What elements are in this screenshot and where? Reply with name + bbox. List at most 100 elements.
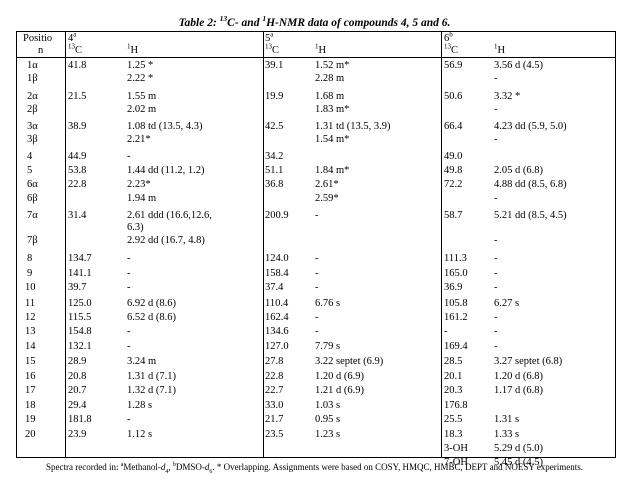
h1-shift-4: 1.28 s [127,400,153,411]
h1-label-4: 1H [127,42,139,56]
h1-shift-5: 0.95 s [315,414,341,425]
h1-shift-4: 2.22 * [127,73,154,84]
h1-shift-6: - [494,312,498,323]
compound-5-header: 5a [265,30,274,44]
position-cell: 5 [27,165,33,176]
h1-shift-5: 1.52 m* [315,60,350,71]
h1-shift-6: - [494,193,498,204]
c13-shift-5: 162.4 [265,312,289,323]
c13-shift-4: 22.8 [68,179,87,190]
title-prefix: Table 2: [178,16,220,29]
h1-shift-6: 5.29 d (5.0) [494,443,543,454]
hydroxyl-label: 3-OH [444,443,468,454]
c13-shift-6: 36.9 [444,282,463,293]
c13-shift-4: 20.8 [68,371,87,382]
c13-shift-5: 39.1 [265,60,284,71]
position-cell: 1β [27,73,38,84]
c13-shift-5: 22.8 [265,371,284,382]
h1-shift-4: 1.55 m [127,91,157,102]
h1-shift-4: 1.12 s [127,429,153,440]
c13-shift-6: 58.7 [444,210,463,221]
c13-shift-5: 51.1 [265,165,284,176]
c13-shift-6: 66.4 [444,121,463,132]
h1-shift-4: 2.61 ddd (16.6,12.6, [127,210,212,221]
h1-shift-6: 5.21 dd (8.5, 4.5) [494,210,567,221]
c13-shift-5: 21.7 [265,414,284,425]
column-divider [263,32,264,457]
h1-shift-4: 1.44 dd (11.2, 1.2) [127,165,205,176]
title-c-sup: 13 [219,14,228,23]
position-cell: 10 [25,282,36,293]
c13-shift-6: 18.3 [444,429,463,440]
position-cell: 15 [25,356,36,367]
h1-shift-6: - [494,282,498,293]
c13-shift-4: 53.8 [68,165,87,176]
c13-shift-5: 42.5 [265,121,284,132]
c13-shift-6: 25.5 [444,414,463,425]
c13-shift-4: 28.9 [68,356,87,367]
h1-shift-5: 2.28 m [315,73,345,84]
h1-shift-5: 1.21 d (6.9) [315,385,364,396]
h1-shift-6: - [494,73,498,84]
position-cell: 8 [27,253,33,264]
h1-shift-6: 1.17 d (6.8) [494,385,543,396]
h1-shift-6: 3.56 d (4.5) [494,60,543,71]
position-cell: 7α [27,210,38,221]
h1-shift-5: 2.61* [315,179,339,190]
h1-shift-4: - [127,414,131,425]
h1-shift-4: - [127,253,131,264]
compound-4-header: 4a [68,30,77,44]
h1-shift-4: 2.23* [127,179,151,190]
c13-shift-4: 132.1 [68,341,92,352]
c13-shift-4: 20.7 [68,385,87,396]
position-header: Positio [23,33,53,44]
column-divider [65,32,66,457]
c13-shift-5: 158.4 [265,268,289,279]
h1-shift-4: 1.32 d (7.1) [127,385,176,396]
h1-shift-6: - [494,104,498,115]
h1-shift-5: - [315,268,319,279]
title-h-text: H-NMR data of compounds 4, 5 and 6. [266,16,451,29]
c13-shift-6: 176.8 [444,400,468,411]
c13-shift-5: 23.5 [265,429,284,440]
position-cell: 2α [27,91,38,102]
position-cell: 17 [25,385,36,396]
h1-shift-6: - [494,268,498,279]
c13-shift-4: 31.4 [68,210,87,221]
c13-shift-4: 44.9 [68,151,87,162]
h1-label-5: 1H [315,42,327,56]
h1-shift-6: - [494,341,498,352]
hydroxyl-label: 7-OH [444,457,468,468]
c13-label-6: 13C [444,42,459,56]
h1-shift-6: 3.32 * [494,91,521,102]
position-cell: 6α [27,179,38,190]
title-h-sup: 1 [262,14,267,23]
h1-shift-5: 1.83 m* [315,104,350,115]
h1-shift-6: 3.27 septet (6.8) [494,356,563,367]
c13-shift-6: 165.0 [444,268,468,279]
h1-shift-5: 2.59* [315,193,339,204]
c13-shift-4: 23.9 [68,429,87,440]
c13-shift-4: 41.8 [68,60,87,71]
h1-shift-5: 1.31 td (13.5, 3.9) [315,121,391,132]
h1-shift-6: 4.88 dd (8.5, 6.8) [494,179,567,190]
c13-shift-5: 33.0 [265,400,284,411]
c13-shift-6: 20.3 [444,385,463,396]
h1-shift-5: - [315,253,319,264]
c13-shift-5: 200.9 [265,210,289,221]
c13-shift-5: 127.0 [265,341,289,352]
h1-shift-4: 1.25 * [127,60,154,71]
h1-shift-6: 6.27 s [494,298,520,309]
h1-shift-6: - [494,253,498,264]
c13-shift-5: 110.4 [265,298,289,309]
c13-shift-6: - [444,326,448,337]
c13-shift-5: 34.2 [265,151,284,162]
c13-shift-6: 169.4 [444,341,468,352]
h1-shift-6: 4.23 dd (5.9, 5.0) [494,121,567,132]
nmr-data-table: Positio n 4a 5a 6b 13C 1H 13C 1H 13C 1H … [16,30,616,468]
c13-shift-6: 50.6 [444,91,463,102]
h1-shift-6: - [494,134,498,145]
position-cell: 1α [27,60,38,71]
c13-shift-6: 28.5 [444,356,463,367]
c13-shift-5: 27.8 [265,356,284,367]
